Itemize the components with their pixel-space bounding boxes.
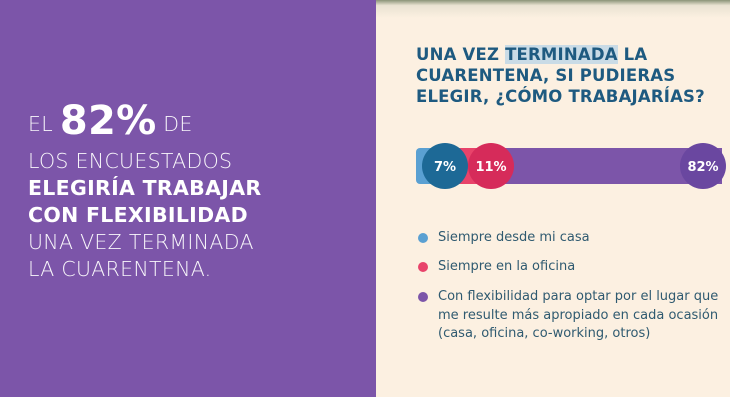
value-circle-1 (422, 143, 468, 189)
question-part-1: UNA VEZ (416, 45, 506, 64)
question-title: UNA VEZ TERMINADA LA CUARENTENA, SI PUDI… (416, 44, 716, 107)
headline-de: DE (163, 112, 193, 136)
legend-item: Con flexibilidad para optar por el lugar… (418, 288, 730, 344)
headline-line-5: UNA VEZ TERMINADA (28, 230, 254, 254)
legend-item: Siempre desde mi casa (418, 229, 730, 248)
legend-dot-icon (418, 292, 428, 302)
headline-line-1: EL 82% DE (28, 101, 193, 141)
data-label-1: 7% (434, 160, 456, 175)
value-circle-2 (468, 143, 514, 189)
headline-el: EL (28, 112, 53, 136)
legend-label: Siempre desde mi casa (438, 230, 590, 245)
data-label-2: 11% (475, 160, 506, 175)
value-circle-3 (680, 143, 726, 189)
headline-panel: EL 82% DE LOS ENCUESTADOS ELEGIRÍA TRABA… (0, 0, 376, 397)
question-highlight: TERMINADA (505, 45, 618, 64)
headline-line-3: ELEGIRÍA TRABAJAR (28, 176, 262, 200)
legend-dot-icon (418, 233, 428, 243)
headline-line-4: CON FLEXIBILIDAD (28, 203, 248, 227)
legend-dot-icon (418, 262, 428, 272)
headline-line-6: LA CUARENTENA. (28, 257, 212, 281)
legend-item: Siempre en la oficina (418, 258, 730, 277)
data-label-3: 82% (687, 160, 718, 175)
legend-label: Con flexibilidad para optar por el lugar… (438, 289, 719, 341)
question-part-2: LA CUARENTENA, SI PUDIERAS ELEGIR, ¿CÓMO… (416, 45, 705, 106)
headline-line-2: LOS ENCUESTADOS (28, 149, 233, 173)
stacked-bar-chart: 7% 11% 82% (416, 143, 726, 189)
top-shadow (376, 0, 730, 18)
legend-label: Siempre en la oficina (438, 259, 576, 274)
chart-panel: UNA VEZ TERMINADA LA CUARENTENA, SI PUDI… (376, 0, 730, 397)
headline-percent: 82% (59, 98, 157, 144)
